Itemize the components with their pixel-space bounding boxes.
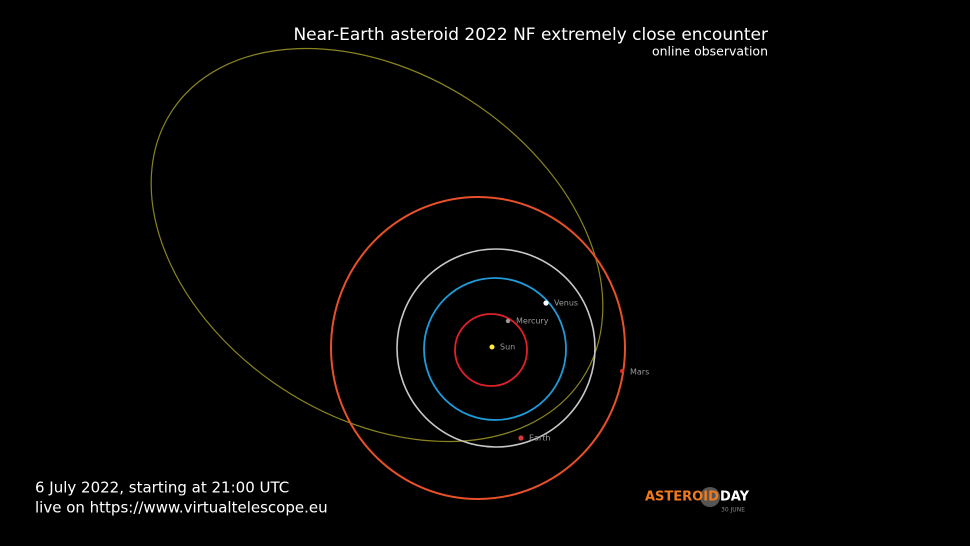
date-line: 6 July 2022, starting at 21:00 UTC xyxy=(35,479,289,497)
logo: ASTEROID DAY 30 JUNE xyxy=(645,487,750,514)
asteroid-orbit xyxy=(150,47,604,443)
venus-label: Venus xyxy=(554,299,578,308)
logo-asteroid xyxy=(700,487,720,507)
url-line: live on https://www.virtualtelescope.eu xyxy=(35,499,328,517)
earth-orbit xyxy=(396,248,596,448)
logo-date: 30 JUNE xyxy=(721,507,745,514)
mars xyxy=(620,369,624,373)
venus-orbit xyxy=(423,277,567,421)
sun xyxy=(489,344,495,350)
mars-orbit xyxy=(330,196,626,500)
subtitle: online observation xyxy=(652,44,768,59)
mercury-orbit xyxy=(454,313,528,387)
sun-label: Sun xyxy=(500,343,515,352)
mercury-label: Mercury xyxy=(516,317,549,326)
earth xyxy=(518,435,524,441)
venus xyxy=(543,300,549,306)
logo-word-2: DAY xyxy=(720,490,750,505)
earth-label: Earth xyxy=(529,434,550,443)
mercury xyxy=(505,318,511,324)
title: Near-Earth asteroid 2022 NF extremely cl… xyxy=(293,25,768,45)
mars-label: Mars xyxy=(630,368,649,377)
logo-word-1: ASTEROID xyxy=(645,490,719,505)
